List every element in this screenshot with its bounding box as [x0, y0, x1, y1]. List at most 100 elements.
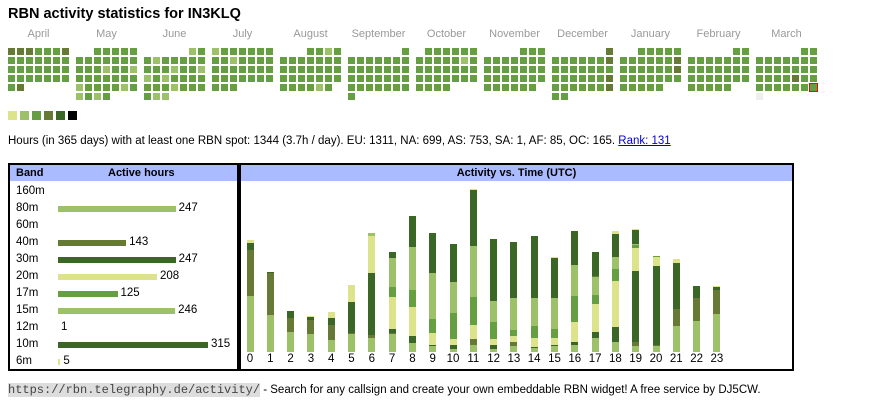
calendar-day[interactable] [742, 48, 749, 55]
calendar-day[interactable] [579, 75, 586, 82]
calendar-day[interactable] [221, 57, 228, 64]
calendar-day[interactable] [801, 66, 808, 73]
calendar-day[interactable] [248, 48, 255, 55]
calendar-day[interactable] [17, 75, 24, 82]
calendar-day[interactable] [715, 57, 722, 64]
calendar-day[interactable] [402, 57, 409, 64]
calendar-day[interactable] [792, 84, 799, 91]
calendar-day[interactable] [674, 66, 681, 73]
calendar-day[interactable] [153, 57, 160, 64]
calendar-day[interactable] [26, 57, 33, 64]
calendar-day[interactable] [597, 75, 604, 82]
calendar-day[interactable] [724, 84, 731, 91]
calendar-day[interactable] [783, 84, 790, 91]
calendar-day[interactable] [189, 84, 196, 91]
calendar-day[interactable] [348, 84, 355, 91]
calendar-day[interactable] [76, 93, 83, 100]
calendar-day[interactable] [230, 57, 237, 64]
calendar-day[interactable] [44, 57, 51, 64]
calendar-day[interactable] [44, 66, 51, 73]
calendar-day[interactable] [212, 84, 219, 91]
calendar-day[interactable] [697, 75, 704, 82]
calendar-day[interactable] [162, 84, 169, 91]
calendar-day[interactable] [357, 57, 364, 64]
calendar-day[interactable] [266, 48, 273, 55]
calendar-day[interactable] [733, 48, 740, 55]
calendar-day[interactable] [715, 66, 722, 73]
calendar-day[interactable] [171, 84, 178, 91]
calendar-day[interactable] [103, 93, 110, 100]
calendar-day[interactable] [212, 75, 219, 82]
calendar-day[interactable] [638, 66, 645, 73]
calendar-day[interactable] [85, 84, 92, 91]
calendar-day[interactable] [520, 48, 527, 55]
calendar-day[interactable] [94, 93, 101, 100]
calendar-day[interactable] [230, 84, 237, 91]
calendar-day[interactable] [402, 84, 409, 91]
calendar-day[interactable] [647, 48, 654, 55]
calendar-day[interactable] [561, 57, 568, 64]
calendar-day[interactable] [801, 48, 808, 55]
calendar-day[interactable] [307, 57, 314, 64]
calendar-day[interactable] [434, 48, 441, 55]
calendar-day[interactable] [162, 93, 169, 100]
calendar-day[interactable] [153, 66, 160, 73]
calendar-day[interactable] [26, 48, 33, 55]
calendar-day[interactable] [697, 66, 704, 73]
calendar-day[interactable] [552, 93, 559, 100]
calendar-day[interactable] [810, 75, 817, 82]
calendar-day[interactable] [8, 48, 15, 55]
calendar-day[interactable] [35, 48, 42, 55]
calendar-day[interactable] [470, 66, 477, 73]
calendar-day[interactable] [801, 57, 808, 64]
calendar-day[interactable] [393, 75, 400, 82]
calendar-day[interactable] [783, 66, 790, 73]
calendar-day[interactable] [198, 75, 205, 82]
calendar-day[interactable] [85, 93, 92, 100]
calendar-day[interactable] [307, 75, 314, 82]
calendar-day[interactable] [171, 66, 178, 73]
calendar-day[interactable] [375, 66, 382, 73]
calendar-day[interactable] [62, 66, 69, 73]
calendar-day[interactable] [620, 75, 627, 82]
calendar-day[interactable] [180, 57, 187, 64]
calendar-day[interactable] [298, 66, 305, 73]
calendar-day[interactable] [171, 57, 178, 64]
calendar-day[interactable] [348, 93, 355, 100]
calendar-day[interactable] [307, 84, 314, 91]
calendar-day[interactable] [452, 75, 459, 82]
calendar-day[interactable] [792, 57, 799, 64]
calendar-day[interactable] [280, 66, 287, 73]
calendar-day[interactable] [425, 48, 432, 55]
calendar-day[interactable] [570, 66, 577, 73]
calendar-day[interactable] [552, 66, 559, 73]
calendar-day[interactable] [416, 57, 423, 64]
calendar-day[interactable] [402, 75, 409, 82]
calendar-day[interactable] [393, 84, 400, 91]
calendar-day[interactable] [62, 48, 69, 55]
calendar-day[interactable] [434, 66, 441, 73]
calendar-day[interactable] [588, 75, 595, 82]
calendar-day[interactable] [756, 75, 763, 82]
calendar-day[interactable] [357, 75, 364, 82]
calendar-day[interactable] [76, 66, 83, 73]
calendar-day[interactable] [53, 75, 60, 82]
calendar-day[interactable] [130, 84, 137, 91]
calendar-day[interactable] [94, 57, 101, 64]
calendar-day[interactable] [638, 84, 645, 91]
calendar-day[interactable] [307, 66, 314, 73]
calendar-day[interactable] [289, 75, 296, 82]
calendar-day[interactable] [502, 57, 509, 64]
calendar-day[interactable] [221, 84, 228, 91]
calendar-day[interactable] [520, 84, 527, 91]
calendar-day[interactable] [588, 66, 595, 73]
calendar-day[interactable] [647, 84, 654, 91]
calendar-day[interactable] [606, 66, 613, 73]
calendar-day[interactable] [443, 84, 450, 91]
calendar-day[interactable] [130, 48, 137, 55]
calendar-day[interactable] [425, 84, 432, 91]
calendar-day[interactable] [579, 57, 586, 64]
calendar-day[interactable] [674, 75, 681, 82]
calendar-day[interactable] [647, 66, 654, 73]
calendar-day[interactable] [316, 48, 323, 55]
